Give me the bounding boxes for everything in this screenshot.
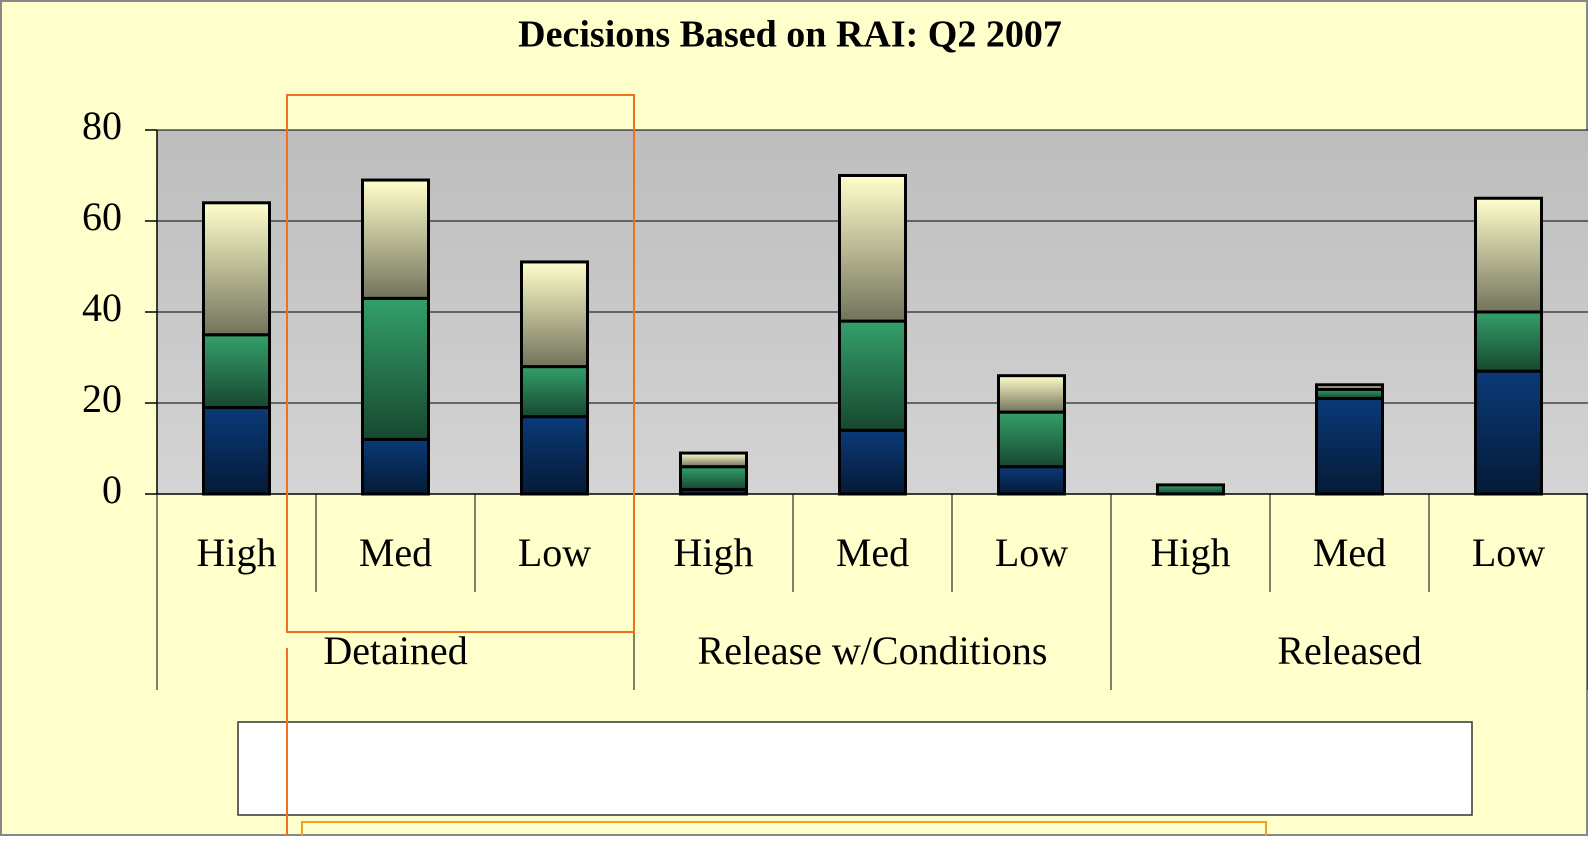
bar-segment [997, 410, 1066, 469]
bar-segment [520, 415, 589, 496]
bar-segment [1474, 369, 1543, 496]
x-tick-label: High [1151, 530, 1231, 575]
bar-segment [202, 201, 271, 337]
x-tick-label: Med [1313, 530, 1386, 575]
x-tick-label: High [197, 530, 277, 575]
bar-segment [838, 428, 907, 496]
y-tick-label: 40 [82, 285, 122, 330]
chart-title: Decisions Based on RAI: Q2 2007 [518, 14, 1062, 56]
bar-segment [1474, 196, 1543, 314]
bar-segment [1474, 310, 1543, 373]
group-label: Detained [323, 628, 467, 673]
y-tick-label: 80 [82, 103, 122, 148]
group-label: Released [1277, 628, 1421, 673]
y-tick-label: 0 [102, 467, 122, 512]
bar-segment [679, 451, 748, 469]
x-tick-label: Med [359, 530, 432, 575]
bar-segment [679, 465, 748, 491]
bar-segment [202, 406, 271, 496]
bar-segment [520, 365, 589, 419]
bar-segment [838, 319, 907, 432]
annotation-box [286, 94, 635, 633]
bar-segment [202, 333, 271, 410]
bar-segment [1315, 383, 1384, 391]
bar-segment [1315, 396, 1384, 496]
bar-segment [361, 178, 430, 300]
bar-segment [997, 465, 1066, 496]
x-tick-label: Low [1472, 530, 1545, 575]
y-tick-label: 20 [82, 376, 122, 421]
x-tick-label: High [674, 530, 754, 575]
bar-segment [361, 437, 430, 496]
bar-segment [997, 374, 1066, 414]
x-tick-label: Low [518, 530, 591, 575]
bar-segment [361, 296, 430, 441]
x-tick-label: Med [836, 530, 909, 575]
bar-segment [1156, 483, 1225, 496]
legend [237, 721, 1473, 816]
bar-segment [520, 260, 589, 369]
group-label: Release w/Conditions [698, 628, 1048, 673]
x-tick-label: Low [995, 530, 1068, 575]
y-tick-label: 60 [82, 194, 122, 239]
bar-segment [838, 174, 907, 323]
